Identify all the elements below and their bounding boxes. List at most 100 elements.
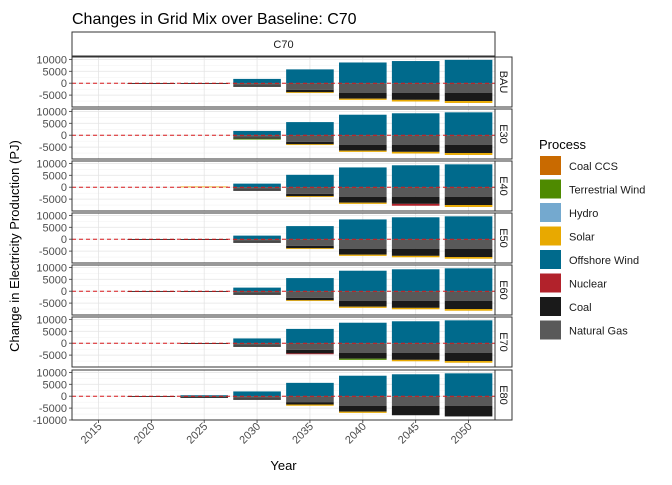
y-tick-label: 5000 [43,326,67,338]
legend-key-natural-gas [540,320,561,340]
bar-natural-gas-2030 [233,135,281,138]
bar-coal-2050 [444,92,493,102]
bar-natural-gas-2045 [391,291,440,301]
bar-coal-2035 [286,89,334,93]
bar-natural-gas-2050 [444,343,493,353]
bar-offshore-wind-2025 [180,395,228,397]
bar-solar-2035 [286,404,334,406]
bar-coal-2045 [391,248,440,256]
bar-natural-gas-2045 [391,135,440,145]
bar-offshore-wind-2035 [286,278,334,292]
bar-offshore-wind-2030 [233,391,281,397]
x-axis-title: Year [270,458,297,473]
facet-row-strip [494,212,513,264]
bar-offshore-wind-2045 [391,165,440,188]
bar-coal-2050 [444,300,493,310]
legend-key-coal [540,297,561,316]
bar-natural-gas-2040 [339,135,387,145]
bar-offshore-wind-2050 [444,59,493,84]
y-tick-label: 10000 [36,106,67,118]
bar-offshore-wind-2045 [391,113,440,136]
bar-solar-2045 [391,99,440,102]
bar-coal-2040 [339,92,387,99]
legend-label: Natural Gas [569,326,628,338]
x-tick-label: 2050 [449,421,475,447]
y-tick-label: -5000 [39,246,67,258]
bar-natural-gas-2040 [339,343,387,353]
bar-coal-2040 [339,405,387,412]
facet-row-strip [494,108,513,160]
bar-coal-2050 [444,144,493,154]
y-tick-label: 5000 [43,66,67,78]
legend-label: Hydro [569,208,598,220]
bar-natural-gas-2030 [233,343,281,346]
bar-coal-2050 [444,196,493,206]
y-tick-label: 5000 [43,118,67,130]
bar-nuclear-2045 [391,203,440,206]
bar-nuclear-2035 [286,353,334,355]
bar-solar-2035 [286,300,334,302]
y-tick-label: 0 [61,338,67,350]
bar-offshore-wind-2035 [286,69,334,84]
bar-solar-2040 [339,202,387,204]
bar-solar-2050 [444,361,493,363]
bar-offshore-wind-2040 [339,375,387,397]
bar-natural-gas-2035 [286,291,334,298]
x-tick-label: 2035 [290,421,316,447]
bar-natural-gas-2035 [286,343,334,350]
bar-coal-2030 [233,189,281,191]
bar-offshore-wind-2040 [339,219,387,240]
bar-natural-gas-2035 [286,239,334,246]
bar-coal-2050 [444,352,493,362]
bar-natural-gas-2050 [444,83,493,93]
legend-label: Nuclear [569,279,607,291]
bar-natural-gas-2030 [233,239,281,242]
y-tick-label: -5000 [39,350,67,362]
bar-solar-2050 [444,153,493,155]
bar-solar-2035 [286,196,334,198]
bar-coal-2030 [233,85,281,87]
x-tick-label: 2040 [343,421,369,447]
bar-offshore-wind-2030 [233,287,281,292]
bar-solar-2050 [444,101,493,103]
bar-natural-gas-2050 [444,187,493,197]
bar-coal-2025 [180,291,228,292]
bar-offshore-wind-2035 [286,226,334,240]
bar-terrestrial-wind-2040 [339,358,387,360]
bar-offshore-wind-2040 [339,270,387,292]
facet-row-label: E30 [497,124,509,144]
bar-offshore-wind-2045 [391,217,440,240]
bar-coal-2035 [286,245,334,249]
bar-natural-gas-2035 [286,135,334,142]
bar-natural-gas-2030 [233,187,281,190]
y-tick-label: -5000 [39,90,67,102]
bar-terrestrial-wind-2030 [233,138,281,140]
legend-title: Process [539,137,586,152]
bar-offshore-wind-2040 [339,167,387,188]
x-tick-label: 2015 [79,421,105,447]
y-tick-label: 5000 [43,222,67,234]
legend-label: Offshore Wind [569,255,639,267]
bar-offshore-wind-2050 [444,216,493,240]
y-tick-label: 0 [61,286,67,298]
bar-natural-gas-2040 [339,291,387,301]
bar-offshore-wind-2045 [391,61,440,84]
bar-offshore-wind-2035 [286,174,334,188]
facet-row-strip [494,56,513,108]
bar-natural-gas-2035 [286,83,334,90]
bar-natural-gas-2050 [444,291,493,301]
bar-coal-2025 [180,239,228,240]
bar-offshore-wind-2050 [444,164,493,188]
x-tick-label: 2025 [185,421,211,447]
y-tick-label: 5000 [43,274,67,286]
bar-offshore-wind-2050 [444,320,493,344]
bar-offshore-wind-2030 [233,183,281,188]
legend: Process Coal CCS Terrestrial Wind Hydro Sol… [539,137,645,340]
bar-coal-2050 [444,405,493,417]
bar-coal-2040 [339,300,387,307]
bar-offshore-wind-2040 [339,322,387,344]
bar-coal-2030 [233,398,281,400]
